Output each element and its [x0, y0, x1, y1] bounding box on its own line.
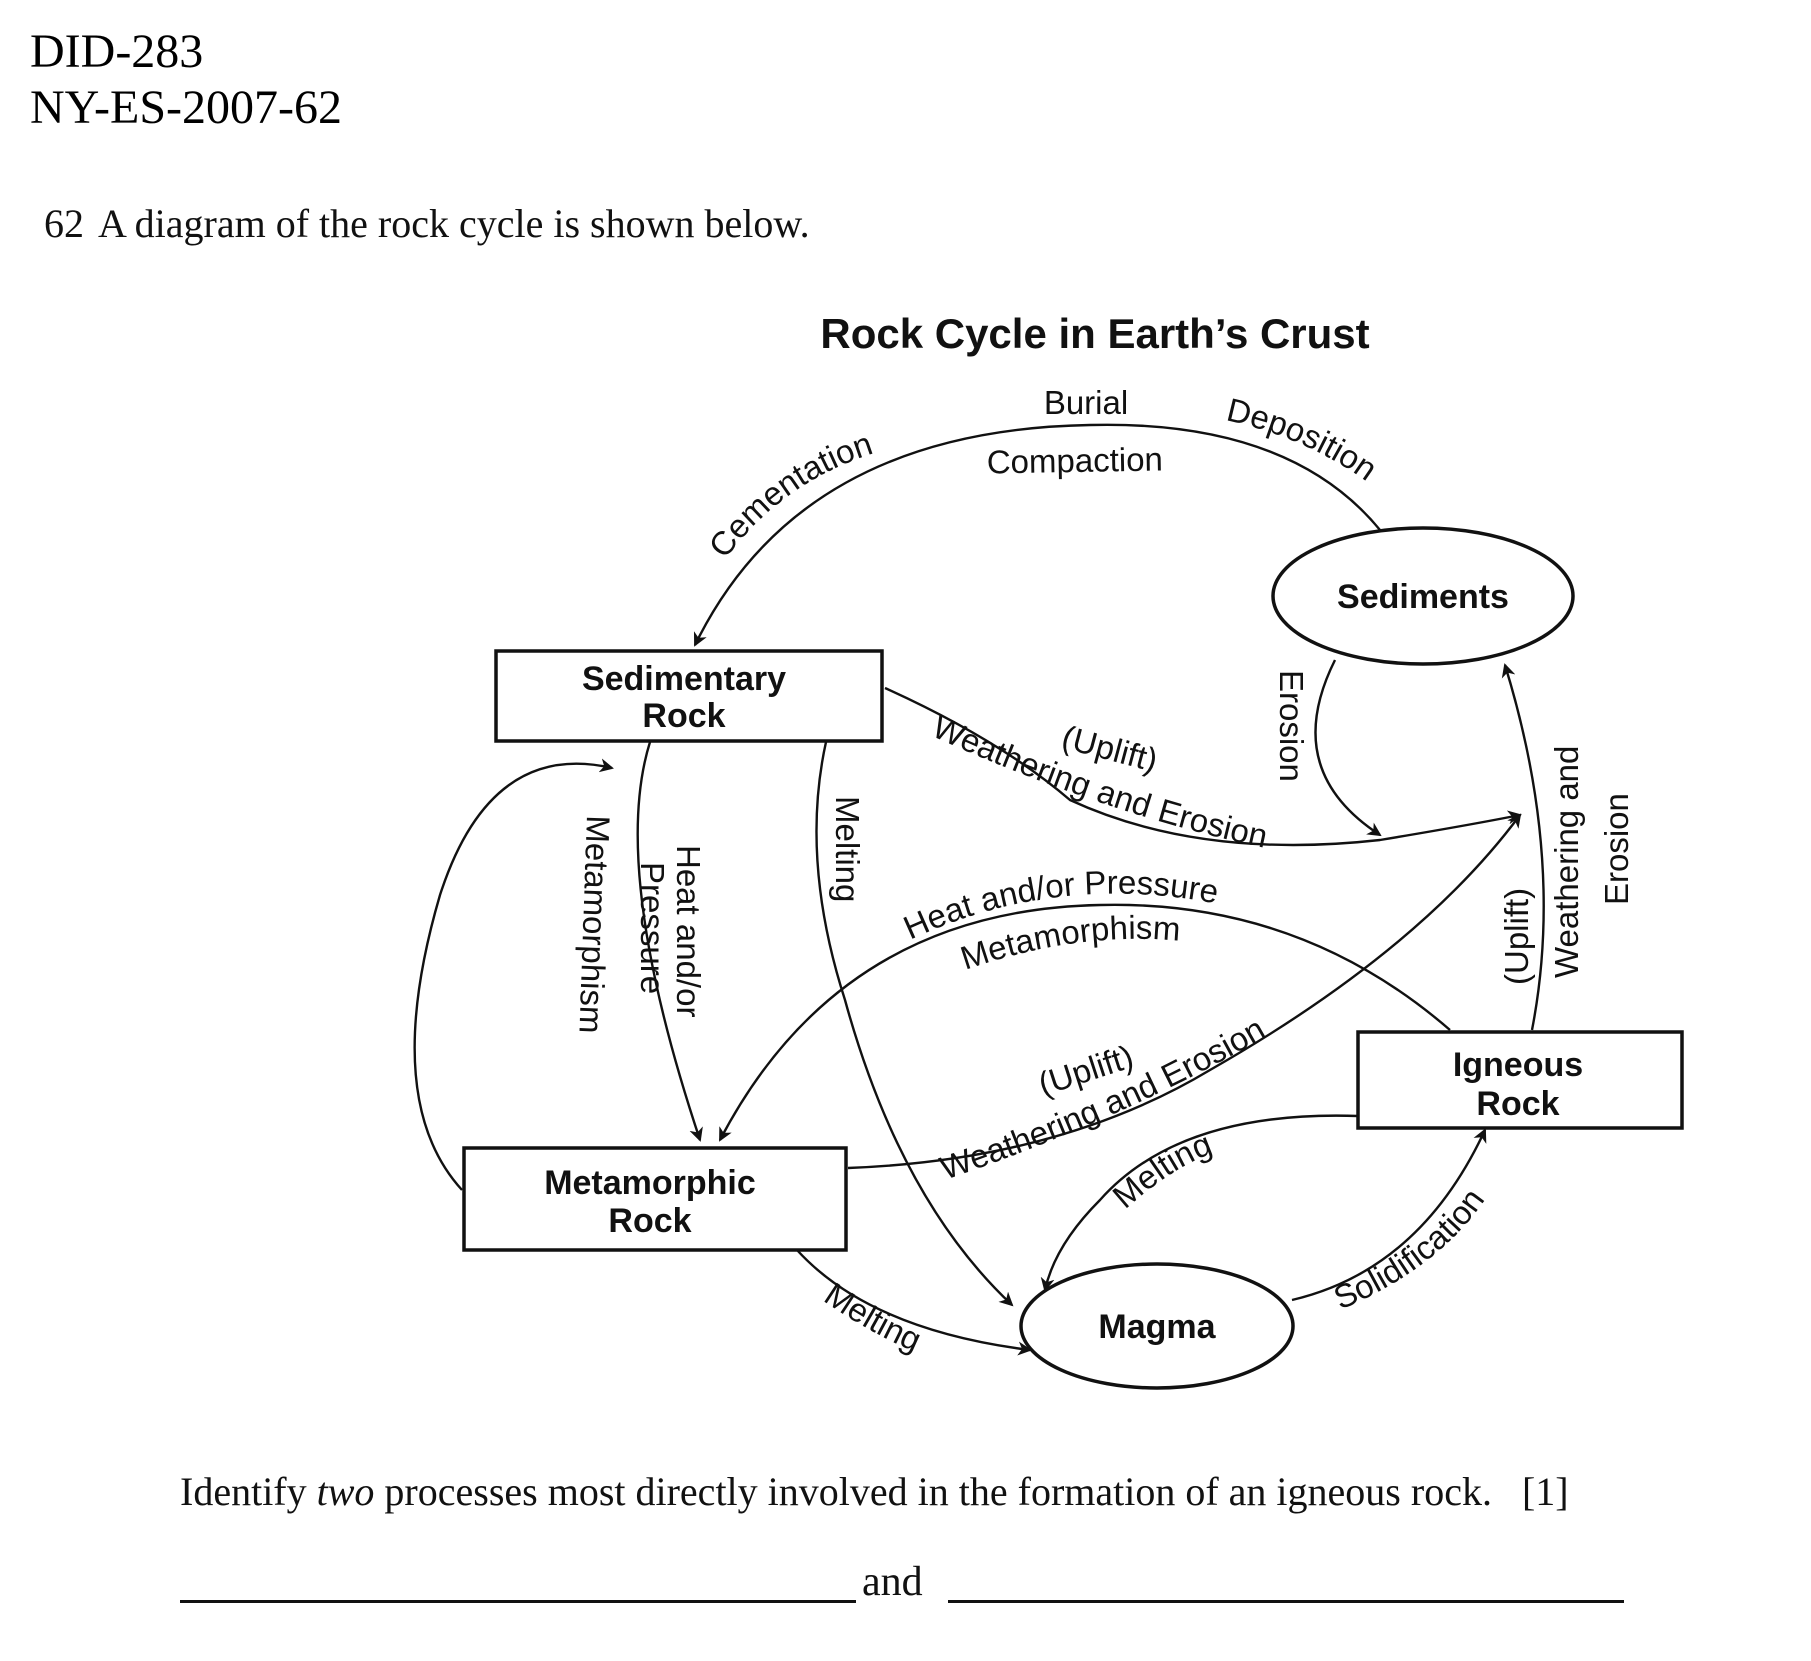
arrow-solidification — [1291, 1128, 1487, 1302]
answer-blank-2[interactable] — [948, 1600, 1624, 1603]
node-metamorphic-rock — [462, 1146, 848, 1252]
label-erosion: Erosion — [1273, 670, 1310, 782]
label-uplift-3: (Uplift) — [1498, 888, 1535, 985]
label-weathering-and: Weathering and — [1548, 746, 1585, 978]
node-igneous-label-2: Rock — [1476, 1085, 1559, 1123]
label-deposition: Deposition — [1223, 391, 1384, 488]
document-id: DID-283 — [30, 25, 204, 78]
prompt-pre: Identify — [180, 1469, 307, 1514]
document-code: NY-ES-2007-62 — [30, 81, 342, 134]
label-melting-metamorphic: Melting — [818, 1275, 927, 1358]
question-text: A diagram of the rock cycle is shown bel… — [98, 201, 810, 246]
node-magma — [1019, 1262, 1295, 1390]
arrow-heat-to-metamorphic-right — [718, 903, 1451, 1142]
label-compaction: Compaction — [986, 440, 1163, 480]
arrow-metamorphic-melting — [796, 1249, 1032, 1356]
label-melting-igneous-path: Melting — [1105, 1125, 1216, 1215]
question-prompt: Identify two processes most directly inv… — [180, 1468, 1569, 1515]
question-stem: 62 A diagram of the rock cycle is shown b… — [44, 200, 810, 247]
node-igneous-rock — [1356, 1030, 1684, 1130]
node-sedimentary-rock — [494, 649, 884, 743]
label-pressure: Pressure — [634, 862, 671, 994]
arrow-metamorphic-weathering — [847, 813, 1522, 1170]
arrow-sedimentary-weathering — [884, 686, 1522, 847]
label-cementation: Cementation — [701, 425, 876, 565]
label-melting-igneous: Melting — [1105, 1125, 1216, 1215]
answer-blank-1[interactable] — [180, 1600, 856, 1603]
node-magma-label: Magma — [1098, 1308, 1216, 1346]
label-metamorphism-left: Metamorphism — [572, 815, 617, 1034]
label-burial: Burial — [1044, 384, 1128, 421]
node-sedimentary-label-1: Sedimentary — [582, 660, 786, 698]
label-solidification: Solidification — [1328, 1181, 1491, 1316]
arrow-deposition-to-sedimentary — [693, 423, 1381, 647]
prompt-post: processes most directly involved in the … — [384, 1469, 1492, 1514]
node-metamorphic-label-2: Rock — [608, 1202, 691, 1240]
label-heat-and-or: Heat and/or — [670, 845, 707, 1017]
node-igneous-label-1: Igneous — [1453, 1046, 1583, 1084]
prompt-emphasis: two — [316, 1469, 375, 1514]
node-metamorphic-label-1: Metamorphic — [544, 1164, 756, 1202]
prompt-points: [1] — [1521, 1469, 1569, 1514]
label-melting-sedimentary: Melting — [829, 796, 866, 902]
label-weathering-erosion-2: Weathering and Erosion — [935, 1010, 1271, 1187]
node-sediments-label: Sediments — [1337, 578, 1509, 616]
arrow-igneous-to-sediments — [1501, 663, 1545, 1031]
label-weathering-erosion-2-path: Weathering and Erosion — [935, 1010, 1271, 1187]
arrow-igneous-melting — [1040, 1114, 1359, 1292]
node-sediments — [1271, 526, 1575, 666]
question-number: 62 — [44, 201, 84, 246]
arrow-erosion-to-sediments-flow — [1314, 659, 1382, 837]
label-erosion-right: Erosion — [1598, 793, 1635, 905]
node-sedimentary-label-2: Rock — [642, 697, 725, 735]
label-solidification-path: Solidification — [1328, 1181, 1491, 1316]
arrow-metamorphic-to-sedimentary — [413, 758, 614, 1191]
answer-and: and — [862, 1559, 923, 1605]
label-cementation-path: Cementation — [701, 425, 876, 565]
label-deposition-path: Deposition — [1223, 391, 1384, 488]
arrow-sedimentary-melting — [815, 741, 1014, 1307]
diagram-title: Rock Cycle in Earth’s Crust — [820, 310, 1369, 357]
arrow-heat-to-metamorphic-left — [636, 741, 703, 1142]
label-melting-metamorphic-path: Melting — [818, 1275, 927, 1358]
